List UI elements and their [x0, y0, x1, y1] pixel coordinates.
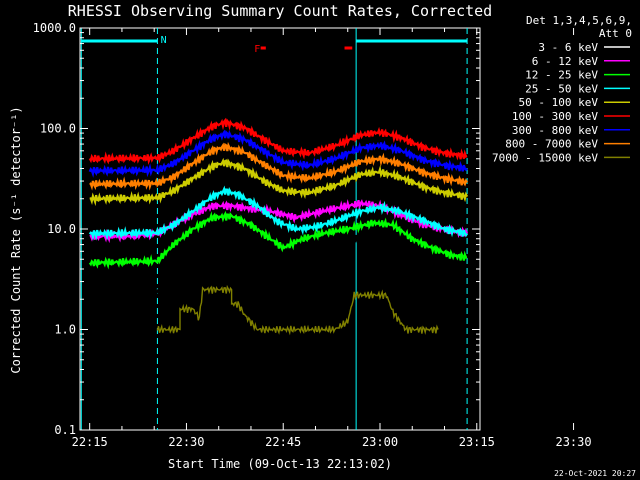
legend-entry-label: 25 - 50 keV — [525, 82, 598, 95]
legend-entry-label: 800 - 7000 keV — [505, 138, 598, 151]
axis-ticks: 22:1522:3022:4523:0023:1523:3023:450.11.… — [33, 21, 592, 449]
series-lines — [88, 117, 469, 336]
series-line — [88, 210, 468, 270]
x-tick-label: 23:00 — [362, 435, 398, 449]
plot-axes — [79, 27, 481, 431]
legend-entry-label: 50 - 100 keV — [519, 96, 599, 109]
x-tick-label: 23:15 — [459, 435, 495, 449]
observing-overlays: NF — [80, 28, 468, 430]
y-tick-label: 1000.0 — [33, 21, 76, 35]
legend-header: Att 0 — [599, 27, 632, 40]
flare-label: F — [254, 44, 260, 55]
y-tick-label: 100.0 — [40, 122, 76, 136]
series-line — [156, 284, 439, 336]
series-line — [88, 129, 468, 178]
night-label: N — [161, 35, 167, 46]
footer-timestamp: 22-Oct-2021 20:27 — [554, 469, 636, 478]
series-line — [88, 117, 468, 166]
x-tick-label: 22:45 — [265, 435, 301, 449]
y-tick-label: 1.0 — [54, 323, 76, 337]
series-line — [89, 141, 469, 191]
series-line — [88, 185, 469, 241]
x-tick-label: 23:30 — [555, 435, 591, 449]
legend-entry-label: 100 - 300 keV — [512, 110, 598, 123]
legend-entry-label: 300 - 800 keV — [512, 124, 598, 137]
series-line — [89, 157, 469, 207]
x-axis-label: Start Time (09-Oct-13 22:13:02) — [168, 457, 392, 471]
x-tick-label: 22:30 — [168, 435, 204, 449]
legend-entry-label: 12 - 25 keV — [525, 69, 598, 82]
legend-header: Det 1,3,4,5,6,9, — [526, 14, 632, 27]
y-axis-label: Corrected Count Rate (s⁻¹ detector⁻¹) — [9, 106, 23, 373]
series-line — [89, 215, 468, 301]
plot-frame — [79, 27, 481, 431]
y-tick-label: 0.1 — [54, 423, 76, 437]
y-tick-label: 10.0 — [47, 222, 76, 236]
legend-entry-label: 3 - 6 keV — [538, 41, 598, 54]
x-tick-label: 22:15 — [72, 435, 108, 449]
legend-entry-label: 7000 - 15000 keV — [492, 151, 598, 164]
chart-title: RHESSI Observing Summary Count Rates, Co… — [68, 2, 492, 20]
legend-entry-label: 6 - 12 keV — [532, 55, 599, 68]
